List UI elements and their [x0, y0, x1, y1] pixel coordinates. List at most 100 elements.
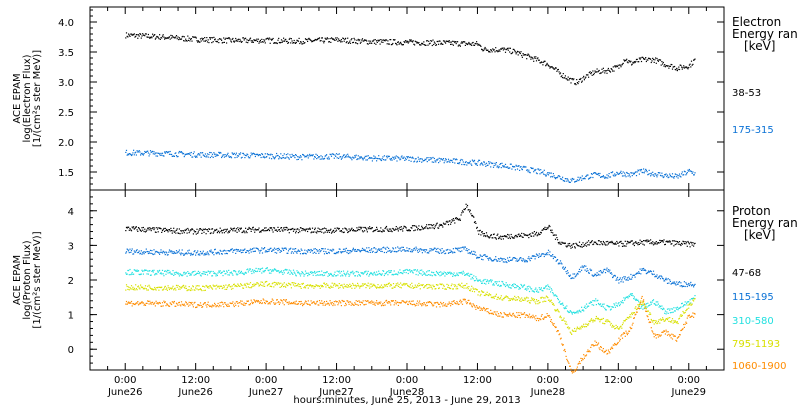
- electron-data-point: [613, 175, 615, 177]
- proton-data-point: [314, 227, 316, 229]
- proton-data-point: [433, 247, 435, 249]
- electron-data-point: [497, 50, 500, 52]
- electron-data-point: [304, 42, 306, 44]
- proton-data-point: [624, 278, 626, 280]
- electron-data-point: [154, 34, 156, 36]
- proton-data-point: [286, 227, 288, 229]
- electron-data-point: [512, 51, 514, 53]
- proton-data-point: [575, 242, 577, 244]
- proton-data-point: [568, 244, 570, 247]
- proton-data-point: [444, 275, 446, 277]
- proton-data-point: [469, 275, 471, 277]
- proton-data-point: [595, 318, 597, 320]
- electron-data-point: [354, 156, 357, 158]
- electron-data-point: [484, 163, 486, 165]
- proton-data-point: [639, 268, 641, 270]
- electron-data-point: [362, 159, 364, 161]
- electron-data-point: [587, 74, 589, 76]
- proton-data-point: [159, 286, 161, 288]
- proton-data-point: [413, 230, 415, 232]
- electron-data-point: [614, 173, 616, 175]
- proton-data-point: [465, 203, 467, 205]
- proton-data-point: [289, 228, 291, 230]
- electron-data-point: [557, 176, 559, 178]
- electron-data-point: [411, 41, 414, 43]
- electron-data-point: [166, 37, 168, 39]
- proton-data-point: [304, 230, 307, 232]
- electron-data-point: [454, 162, 456, 164]
- proton-data-point: [273, 281, 276, 283]
- electron-data-point: [405, 40, 407, 42]
- proton-data-point: [618, 302, 620, 304]
- proton-data-point: [443, 285, 445, 287]
- proton-data-point: [328, 287, 330, 289]
- proton-data-point: [598, 270, 600, 272]
- electron-data-point: [332, 153, 334, 155]
- proton-data-point: [200, 252, 202, 254]
- proton-data-point: [183, 272, 185, 274]
- electron-data-point: [480, 45, 482, 47]
- proton-data-point: [473, 250, 475, 252]
- proton-data-point: [240, 228, 242, 230]
- proton-data-point: [666, 241, 669, 243]
- electron-data-point: [659, 172, 661, 174]
- proton-data-point: [425, 249, 427, 251]
- proton-data-point: [152, 269, 154, 272]
- proton-data-point: [644, 240, 646, 242]
- electron-data-point: [494, 51, 496, 53]
- proton-data-point: [643, 267, 645, 270]
- proton-data-point: [209, 251, 211, 253]
- electron-data-point: [490, 49, 492, 51]
- proton-data-point: [212, 251, 214, 253]
- proton-data-point: [694, 298, 696, 300]
- proton-data-point: [440, 274, 442, 276]
- proton-data-point: [601, 272, 603, 274]
- electron-data-point: [667, 65, 669, 67]
- proton-data-point: [213, 231, 215, 233]
- proton-data-point: [300, 273, 302, 275]
- proton-data-point: [660, 240, 662, 242]
- proton-data-point: [199, 228, 202, 230]
- proton-data-point: [277, 226, 279, 228]
- proton-data-point: [647, 302, 649, 304]
- electron-data-point: [666, 65, 668, 67]
- proton-data-point: [505, 235, 507, 237]
- proton-data-point: [583, 326, 585, 328]
- proton-data-point: [477, 230, 479, 232]
- proton-data-point: [651, 320, 653, 322]
- electron-data-point: [488, 163, 490, 165]
- proton-data-point: [136, 269, 138, 271]
- proton-data-point: [252, 285, 254, 287]
- proton-data-point: [227, 285, 229, 287]
- proton-data-point: [633, 274, 635, 276]
- electron-data-point: [253, 153, 255, 155]
- proton-data-point: [217, 286, 219, 288]
- electron-data-point: [197, 40, 199, 42]
- electron-data-point: [451, 43, 453, 45]
- proton-data-point: [581, 326, 583, 328]
- electron-data-point: [602, 71, 604, 73]
- proton-data-point: [389, 230, 391, 232]
- proton-data-point: [192, 271, 194, 273]
- electron-data-point: [583, 79, 585, 81]
- electron-data-point: [693, 174, 695, 176]
- electron-data-point: [536, 58, 538, 60]
- electron-data-point: [134, 36, 136, 38]
- proton-data-point: [214, 229, 216, 232]
- proton-data-point: [297, 249, 299, 251]
- proton-data-point: [368, 247, 370, 249]
- electron-data-point: [164, 38, 166, 40]
- proton-data-point: [240, 227, 242, 229]
- proton-data-point: [161, 252, 164, 254]
- proton-data-point: [335, 252, 338, 254]
- proton-data-point: [645, 273, 647, 275]
- proton-data-point: [388, 250, 390, 252]
- electron-data-point: [559, 176, 561, 178]
- proton-data-point: [299, 250, 301, 252]
- proton-data-point: [186, 290, 188, 292]
- proton-data-point: [174, 273, 176, 275]
- proton-data-point: [504, 284, 506, 286]
- proton-data-point: [411, 271, 414, 273]
- proton-data-point: [141, 286, 143, 289]
- proton-data-point: [538, 234, 540, 236]
